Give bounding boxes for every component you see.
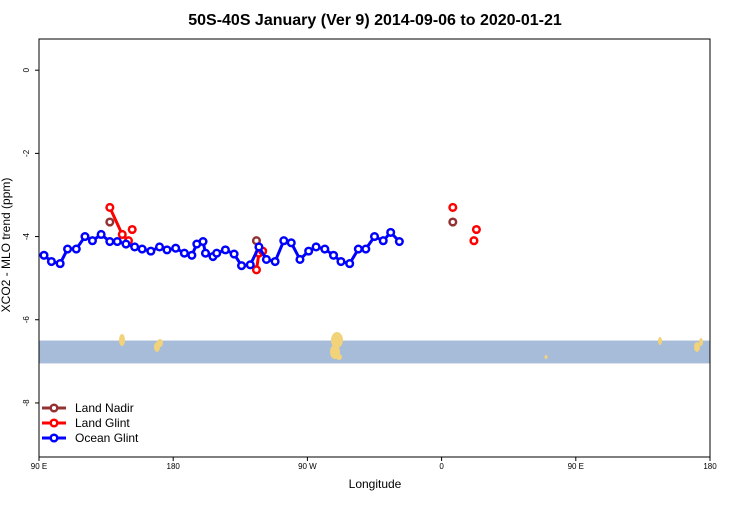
ocean-glint-point-0-20 [198,237,208,247]
x-axis-ticks: 90 E 180 90 W 0 90 E 180 [31,457,717,471]
ocean-glint-point-0-11 [130,242,140,252]
y-axis-ticks: 0 -2 -4 -6 -8 [22,67,39,406]
map-land-3 [331,332,343,348]
ocean-glint-point-0-15 [162,245,172,255]
ocean-glint-point-0-35 [311,242,321,252]
legend-label-ocean-glint: Ocean Glint [75,431,139,445]
x-tick-label-0: 90 E [31,462,47,471]
map-land-8 [699,338,703,346]
ocean-glint-point-0-14 [154,242,165,252]
ocean-glint-point-0-16 [171,243,181,253]
legend-marker-land-nadir [49,403,59,413]
ocean-glint-point-0-43 [378,236,388,246]
land-glint-point-4-0 [469,236,479,246]
y-tick-label-4: -8 [22,399,31,407]
land-glint-point-5-0 [471,224,481,235]
ocean-glint-point-0-18 [187,250,197,260]
ocean-glint-point-0-34 [304,246,314,256]
series-layer [39,202,481,275]
ocean-glint-point-0-33 [295,254,305,264]
land-glint-point-1-0 [127,224,137,235]
plot-frame [38,38,711,458]
land-glint-point-2-0 [251,265,262,275]
ocean-glint-point-0-10 [121,239,131,249]
ocean-glint-point-0-23 [212,248,222,258]
ocean-glint-point-0-28 [254,242,264,252]
y-axis-label: XCO2 - MLO trend (ppm) [0,178,13,313]
ocean-glint-point-0-21 [200,248,211,258]
map-strip [39,332,710,364]
ocean-glint-point-0-12 [137,244,147,254]
land-nadir-point-2-0 [448,217,458,227]
ocean-glint-point-0-7 [96,229,106,240]
legend-marker-ocean-glint [49,433,59,443]
ocean-glint-point-0-37 [328,250,339,260]
map-land-5 [336,354,342,360]
ocean-glint-point-0-6 [87,236,97,246]
ocean-glint-point-0-31 [279,236,289,246]
ocean-glint-point-0-3 [63,244,73,254]
map-ocean [39,340,710,364]
ocean-glint-point-0-8 [105,237,115,247]
ocean-glint-point-0-26 [237,261,247,271]
ocean-glint-point-0-25 [229,249,239,259]
land-glint-point-3-0 [448,202,458,212]
ocean-glint-point-0-9 [112,237,122,247]
ocean-glint-point-0-40 [353,244,363,254]
ocean-glint-point-0-38 [336,256,346,267]
map-land-2 [157,339,163,347]
ocean-glint-point-0-32 [286,238,296,248]
x-tick-label-3: 0 [439,462,444,471]
ocean-glint-point-0-4 [71,244,81,254]
map-land-6 [658,337,662,345]
x-tick-label-1: 180 [167,462,181,471]
legend-label-land-nadir: Land Nadir [75,401,134,415]
x-axis-label: Longitude [349,477,402,491]
legend-label-land-glint: Land Glint [75,416,130,430]
ocean-glint-point-0-42 [369,232,380,242]
ocean-glint-point-0-17 [179,248,189,258]
legend-marker-land-glint [49,418,59,428]
ocean-glint-point-0-39 [345,259,355,269]
ocean-glint-point-0-36 [320,244,330,254]
map-land-0 [119,334,125,346]
x-tick-label-5: 180 [703,462,717,471]
map-land-7 [694,342,700,352]
ocean-glint-point-0-24 [220,245,230,255]
ocean-glint-point-0-44 [386,227,396,237]
ocean-glint-point-0-0 [39,250,49,260]
y-tick-label-1: -2 [22,149,31,157]
ocean-glint-point-0-41 [361,244,371,254]
ocean-glint-point-0-29 [261,254,271,264]
x-tick-label-4: 90 E [568,462,584,471]
ocean-glint-point-0-27 [245,260,255,270]
ocean-glint-point-0-13 [146,246,156,256]
ocean-glint-point-0-5 [80,232,90,242]
ocean-glint-point-0-45 [394,237,404,247]
y-tick-label-2: -4 [22,232,31,240]
y-tick-label-3: -6 [22,316,31,324]
ocean-glint-point-0-2 [55,259,65,269]
land-glint-point-0-0 [105,202,115,212]
land-glint-point-0-1 [117,229,127,240]
map-land-9 [544,355,548,359]
y-tick-label-0: 0 [22,67,31,72]
chart-title: 50S-40S January (Ver 9) 2014-09-06 to 20… [188,12,562,29]
ocean-glint-point-0-30 [270,256,280,267]
land-nadir-point-0-0 [105,217,115,227]
x-tick-label-2: 90 W [298,462,317,471]
ocean-glint-point-0-1 [46,256,56,267]
